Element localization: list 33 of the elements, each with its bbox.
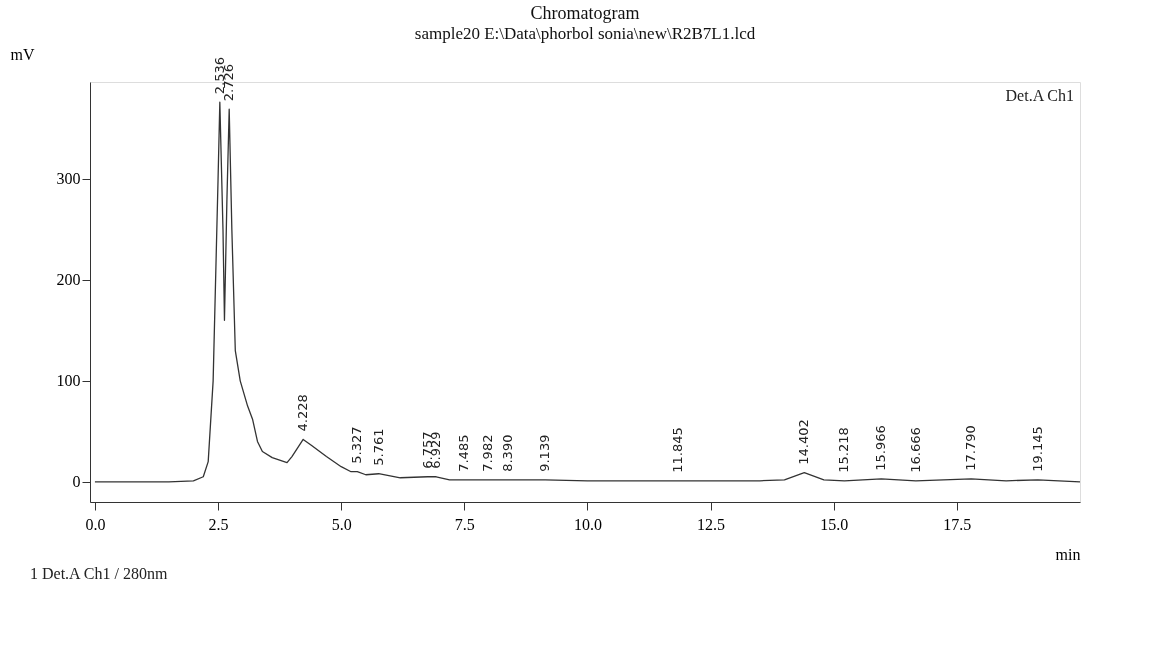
annotation: 16.666 <box>907 427 923 473</box>
x-tick-label: 10.0 <box>573 515 602 533</box>
x-tick-label: 17.5 <box>943 515 972 533</box>
annotation: 14.402 <box>796 419 812 465</box>
annotation: 7.485 <box>455 434 471 472</box>
x-tick-label: 2.5 <box>208 515 229 533</box>
y-tick-label: 200 <box>56 271 81 289</box>
text: 1 Det.A Ch1 / 280nm <box>30 565 168 582</box>
annotation: 4.228 <box>295 394 311 432</box>
chart-subtitle: sample20 E:\Data\phorbol sonia\new\R2B7L1.lcd <box>414 24 756 43</box>
annotation: 8.390 <box>500 434 516 472</box>
annotation: 5.327 <box>349 426 365 464</box>
annotation: 15.218 <box>836 427 852 473</box>
y-tick-label: 300 <box>56 170 81 188</box>
chart-title: Chromatogram <box>530 3 640 23</box>
annotation: 19.145 <box>1029 426 1045 472</box>
x-axis-title: min <box>1055 545 1081 563</box>
x-tick-label: 5.0 <box>331 515 352 533</box>
text: Det.A Ch1 <box>1005 87 1074 104</box>
y-axis-title: mV <box>10 45 35 63</box>
y-tick-label: 100 <box>56 372 81 390</box>
annotation: 11.845 <box>670 427 686 473</box>
y-tick-label: 0 <box>72 473 81 491</box>
x-tick-label: 7.5 <box>454 515 475 533</box>
x-tick-label: 12.5 <box>697 515 726 533</box>
line-series <box>94 101 1081 483</box>
annotation: 17.790 <box>963 425 979 471</box>
annotation: 9.139 <box>537 434 553 472</box>
x-tick-label: 0.0 <box>85 515 106 533</box>
annotation: 5.761 <box>370 428 386 466</box>
annotation: 15.966 <box>873 425 889 471</box>
annotation: 7.982 <box>480 434 496 472</box>
x-tick-label: 15.0 <box>820 515 849 533</box>
